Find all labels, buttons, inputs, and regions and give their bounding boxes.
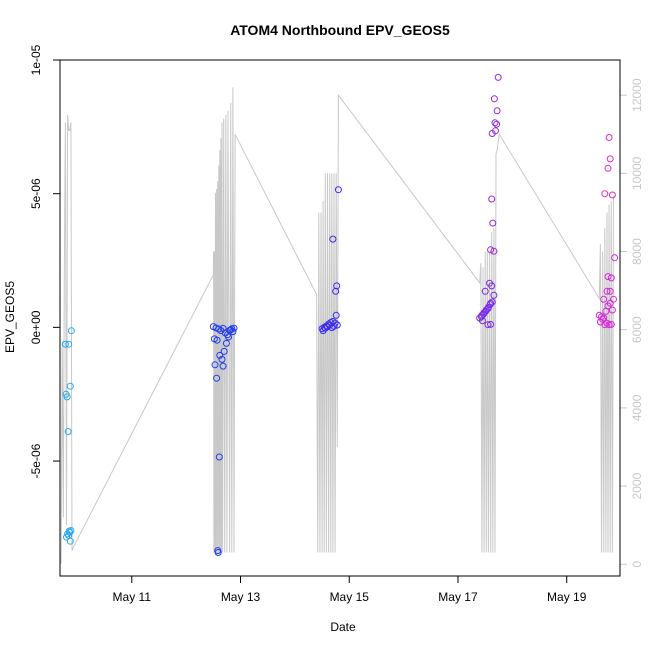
data-point-2-7: [333, 321, 341, 329]
data-point-6-4: [605, 134, 613, 141]
data-point-1-16: [225, 333, 232, 341]
y-tick-label-0: 1e-05: [29, 44, 43, 75]
data-point-4-7: [491, 119, 499, 127]
data-point-4-8: [493, 107, 501, 115]
x-axis-label: Date: [330, 620, 356, 634]
x-tick-label-3: May 17: [438, 590, 478, 604]
x-tick-label-4: May 19: [547, 590, 587, 604]
data-point-1-12: [216, 351, 224, 359]
data-point-3-9: [484, 305, 492, 313]
chart-title: ATOM4 Northbound EPV_GEOS5: [230, 22, 450, 38]
data-point-0-6: [67, 327, 75, 335]
y2-tick-label-1: 2000: [630, 472, 644, 499]
data-point-4-10: [494, 73, 502, 81]
data-point-3-18: [490, 291, 498, 299]
data-point-5-11: [607, 320, 615, 328]
y2-tick-label-6: 12000: [630, 78, 644, 112]
points-layer: [61, 73, 619, 556]
data-point-1-20: [215, 453, 223, 461]
y-tick-label-1: 5e-06: [29, 178, 43, 209]
data-point-3-14: [488, 282, 496, 290]
data-point-4-3: [488, 195, 496, 203]
data-point-2-18: [334, 186, 342, 194]
data-point-1-23: [227, 326, 235, 334]
data-point-1-14: [220, 347, 228, 355]
data-point-1-11: [213, 336, 221, 344]
x-tick-label-2: May 15: [330, 590, 370, 604]
data-point-2-13: [330, 322, 338, 330]
data-point-1-15: [222, 339, 230, 347]
y2-tick-label-2: 4000: [630, 394, 644, 421]
data-point-6-2: [604, 164, 612, 172]
data-point-2-8: [319, 327, 327, 335]
data-point-0-13: [65, 527, 73, 535]
data-point-2-14: [332, 311, 340, 319]
data-point-4-0: [487, 246, 495, 254]
x-tick-label-0: May 11: [113, 590, 152, 604]
y-tick-label-2: 0e+00: [29, 310, 43, 344]
data-point-1-19: [213, 374, 221, 382]
y-tick-label-3: -5e-06: [29, 443, 43, 478]
y2-tick-label-0: 0: [630, 561, 644, 568]
data-point-6-3: [606, 155, 614, 163]
data-point-6-1: [608, 191, 616, 199]
plot-frame: [59, 59, 621, 577]
axes-layer: May 11 May 13 May 15 May 17 May 19 1e-05 5e-06…: [29, 44, 644, 604]
data-point-0-4: [66, 382, 74, 390]
data-point-0-3: [63, 393, 71, 401]
data-point-2-17: [333, 282, 341, 290]
y2-tick-label-4: 8000: [630, 238, 644, 265]
data-point-5-12: [608, 306, 616, 314]
y-axis-label: EPV_GEOS5: [3, 281, 17, 353]
data-point-4-1: [490, 247, 498, 255]
data-point-5-18: [607, 274, 615, 282]
data-point-1-24: [229, 328, 237, 336]
data-point-2-15: [329, 235, 337, 243]
data-point-0-0: [61, 340, 69, 348]
data-point-3-16: [487, 320, 495, 328]
data-point-5-14: [603, 287, 611, 295]
data-point-5-16: [610, 295, 617, 303]
data-point-3-12: [481, 287, 489, 295]
data-point-4-9: [490, 95, 498, 103]
data-point-4-2: [489, 219, 497, 227]
data-point-2-10: [324, 323, 331, 331]
y2-tick-label-3: 6000: [630, 316, 644, 343]
data-point-1-17: [211, 361, 219, 369]
data-point-3-11: [488, 298, 496, 306]
data-point-1-18: [219, 362, 227, 370]
data-point-3-15: [484, 321, 492, 329]
data-point-4-5: [492, 127, 499, 135]
data-point-0-1: [65, 340, 73, 348]
data-point-1-2: [215, 325, 223, 333]
data-point-6-0: [601, 190, 609, 198]
data-point-1-22: [214, 549, 222, 556]
data-point-0-10: [63, 533, 70, 541]
data-point-0-12: [66, 537, 74, 545]
data-point-1-13: [218, 355, 226, 363]
data-point-4-6: [493, 120, 501, 128]
data-point-5-15: [606, 287, 614, 295]
data-point-5-13: [600, 295, 608, 303]
data-point-0-5: [64, 428, 72, 436]
data-point-5-17: [604, 273, 612, 281]
data-point-3-17: [478, 317, 486, 325]
data-point-1-9: [230, 324, 238, 332]
data-point-5-19: [611, 254, 619, 262]
x-tick-label-1: May 13: [221, 590, 261, 604]
y2-tick-label-5: 10000: [630, 156, 644, 190]
